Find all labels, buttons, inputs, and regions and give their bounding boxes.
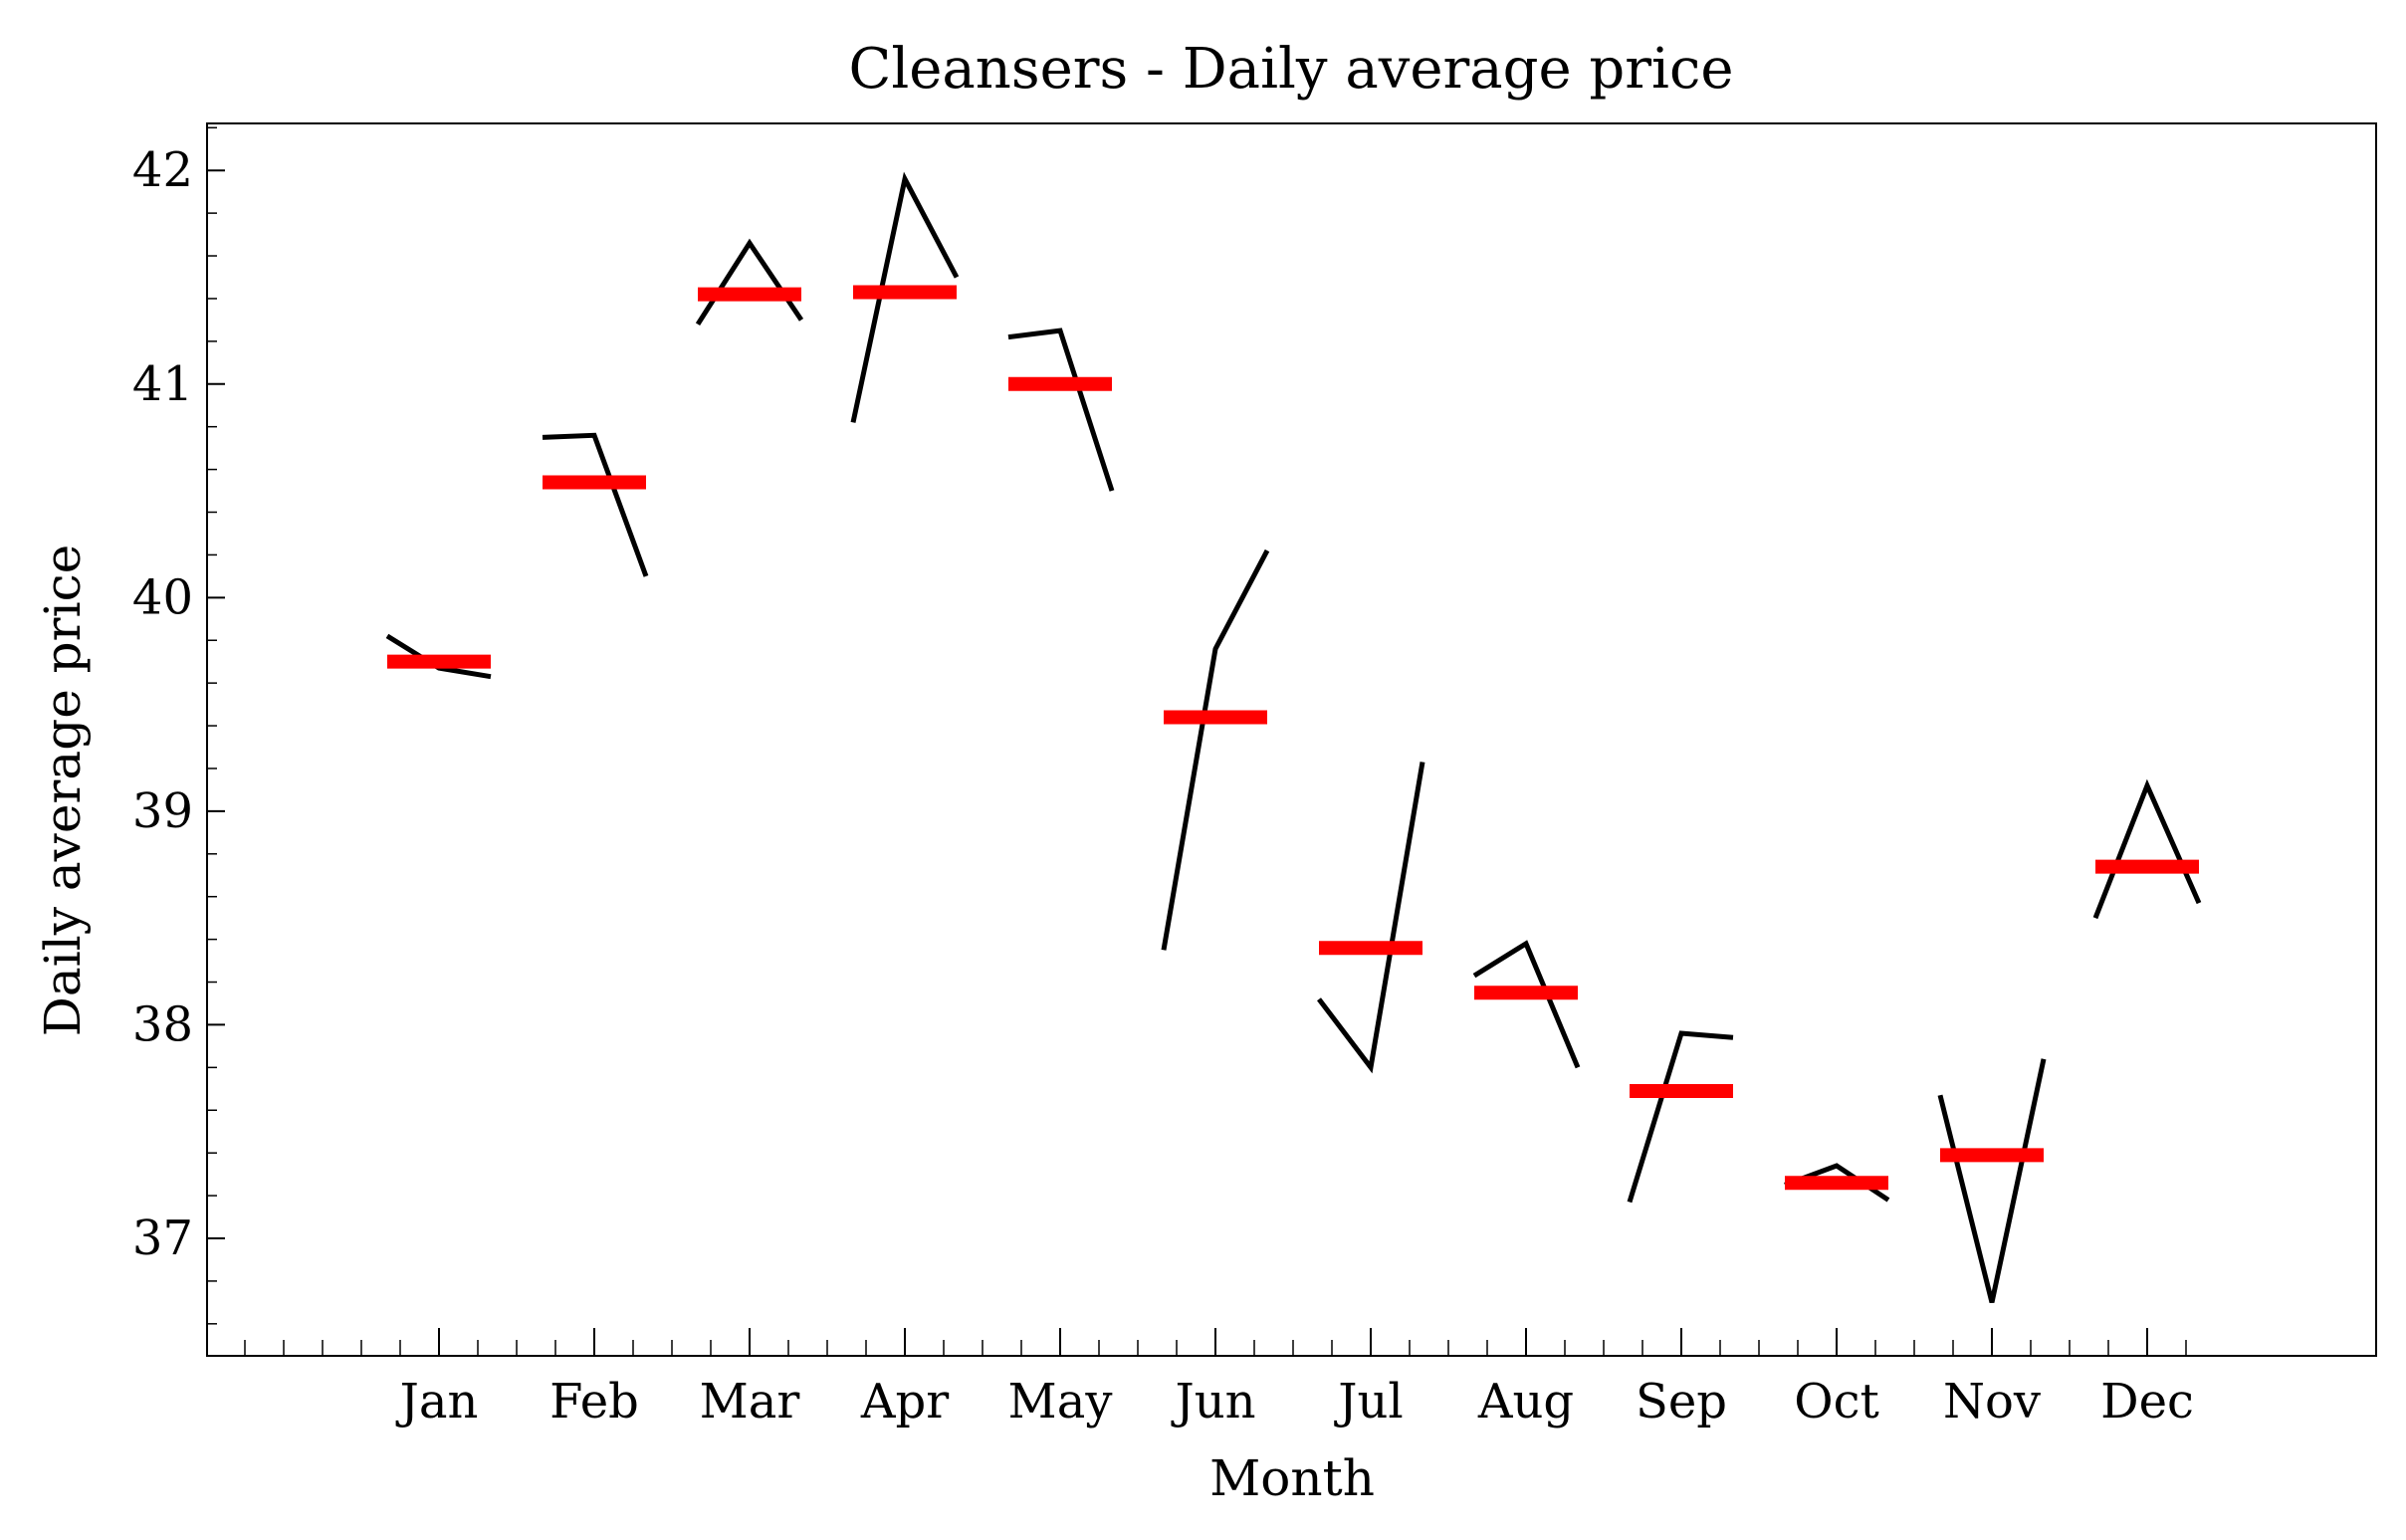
series-line-sep xyxy=(1627,1030,1734,1204)
y-tick-label: 39 xyxy=(132,783,193,839)
x-tick-label: Sep xyxy=(1636,1374,1727,1430)
x-tick-label: Apr xyxy=(860,1374,949,1430)
x-tick-label: Jun xyxy=(1170,1374,1255,1430)
plot-area: 37 38 39 40 41 42 Jan Feb Mar Apr May Jun Jul Aug Sep O… xyxy=(132,126,2202,1430)
x-tick-label: Aug xyxy=(1477,1374,1574,1430)
series-line-nov xyxy=(1937,1058,2047,1304)
x-axis-label: Month xyxy=(1209,1449,1375,1507)
x-tick-label: Nov xyxy=(1943,1374,2041,1430)
x-tick-label: Feb xyxy=(549,1374,639,1430)
series-line-jul xyxy=(1317,762,1425,1074)
series-line-aug xyxy=(1472,940,1581,1069)
x-tick-label: May xyxy=(1008,1374,1113,1430)
x-tick-label: Oct xyxy=(1794,1374,1879,1430)
y-axis-label: Daily average price xyxy=(34,545,92,1036)
y-tick-label: 37 xyxy=(132,1210,193,1266)
series-line-apr xyxy=(850,171,960,423)
series-line-may xyxy=(1007,328,1115,492)
y-tick-label: 38 xyxy=(132,996,193,1052)
y-tick-label: 40 xyxy=(132,569,193,625)
chart-title: Cleansers - Daily average price xyxy=(849,37,1734,102)
plot-frame xyxy=(206,122,2377,1357)
x-tick-label: Jan xyxy=(395,1374,479,1430)
y-tick-label: 41 xyxy=(132,356,193,412)
y-tick-label: 42 xyxy=(132,142,193,198)
x-tick-label: Jul xyxy=(1333,1374,1404,1430)
series-line-feb xyxy=(542,432,649,577)
x-tick-label: Dec xyxy=(2100,1374,2194,1430)
series-line-jun xyxy=(1161,549,1270,951)
x-tick-label: Mar xyxy=(700,1374,800,1430)
